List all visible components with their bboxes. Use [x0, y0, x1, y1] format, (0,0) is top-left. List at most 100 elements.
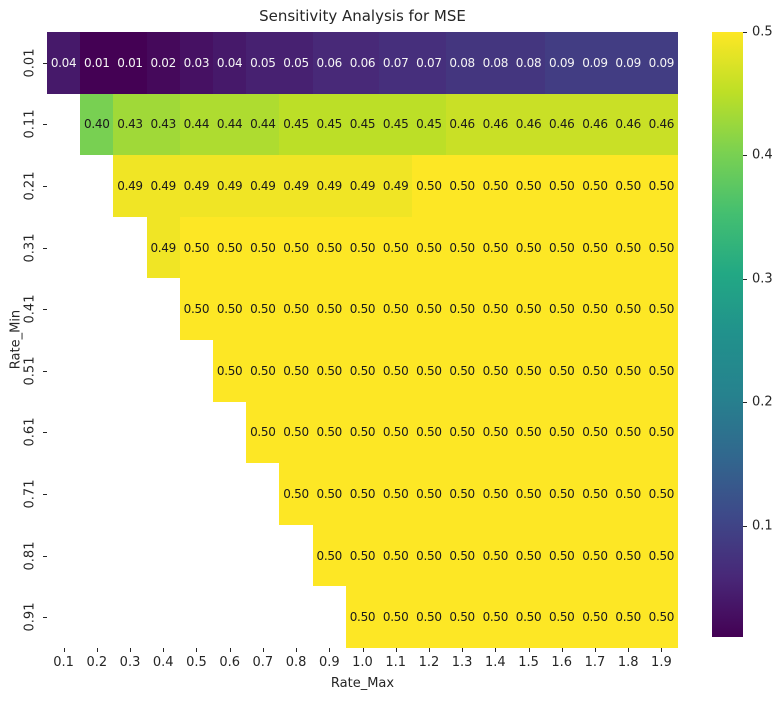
heatmap-cell: 0.50: [213, 216, 247, 279]
x-tick-label: 1.0: [352, 655, 373, 670]
heatmap-cell: 0.50: [478, 155, 512, 217]
x-tick-label: 1.8: [617, 655, 639, 670]
heatmap-cell: 0.50: [279, 401, 313, 464]
heatmap-cell: 0.08: [478, 32, 512, 94]
heatmap-cell: 0.49: [179, 155, 214, 217]
x-axis-label: Rate_Max: [330, 676, 395, 691]
heatmap-cell: 0.46: [478, 93, 512, 156]
heatmap-cell: 0.50: [511, 401, 546, 464]
heatmap-cell: 0.50: [312, 216, 346, 279]
heatmap-cell: 0.50: [345, 216, 380, 279]
heatmap-cell: 0.50: [644, 216, 678, 279]
x-tick-label: 0.4: [152, 655, 174, 670]
heatmap-cell: 0.50: [345, 278, 380, 340]
heatmap-cell: 0.50: [644, 278, 678, 340]
heatmap-cell: 0.03: [179, 32, 214, 94]
heatmap-cell: 0.50: [179, 216, 214, 279]
heatmap-cell: 0.50: [345, 463, 380, 525]
x-tick-label: 0.8: [285, 655, 307, 670]
axis-tick-mark: [43, 309, 47, 311]
heatmap-cell: 0.50: [412, 463, 446, 525]
heatmap-cell: 0.50: [279, 278, 313, 340]
heatmap-cell: 0.50: [478, 401, 512, 464]
x-tick-label: 1.9: [651, 655, 672, 670]
heatmap-cell: 0.09: [644, 32, 678, 94]
heatmap-cell: 0.50: [545, 216, 579, 279]
heatmap-cell: 0.44: [246, 93, 280, 156]
heatmap-cell: 0.50: [445, 524, 479, 587]
x-tick-label: 1.1: [385, 655, 407, 670]
heatmap-cell: 0.50: [611, 463, 645, 525]
heatmap-cell: 0.07: [379, 32, 413, 94]
axis-tick-mark: [362, 648, 364, 652]
axis-tick-mark: [262, 648, 264, 652]
heatmap-cell: 0.46: [545, 93, 579, 156]
heatmap-cell: 0.50: [279, 340, 313, 402]
colorbar-tick-label: 0.2: [752, 394, 773, 410]
axis-tick-mark: [743, 525, 747, 527]
heatmap-cell: 0.50: [412, 278, 446, 340]
colorbar: [712, 32, 743, 637]
x-tick-label: 1.3: [451, 655, 473, 670]
heatmap-cell: 0.50: [578, 216, 612, 279]
heatmap-cell: 0.50: [611, 155, 645, 217]
heatmap-cell: 0.50: [511, 340, 546, 402]
heatmap-cell: 0.50: [545, 278, 579, 340]
heatmap-cell: 0.50: [412, 401, 446, 464]
heatmap-cell: 0.49: [312, 155, 346, 217]
heatmap-cell: 0.50: [478, 216, 512, 279]
heatmap-cell: 0.50: [412, 586, 446, 648]
chart-title: Sensitivity Analysis for MSE: [259, 7, 466, 25]
heatmap-cell: 0.45: [379, 93, 413, 156]
heatmap-cell: 0.06: [312, 32, 346, 94]
axis-tick-mark: [43, 124, 47, 126]
heatmap-cell: 0.05: [279, 32, 313, 94]
heatmap-cell: 0.50: [478, 340, 512, 402]
heatmap-cell: 0.05: [246, 32, 280, 94]
heatmap-cell: 0.50: [279, 216, 313, 279]
heatmap-cell: 0.04: [47, 32, 81, 94]
axis-tick-mark: [229, 648, 231, 652]
y-tick-label: 0.51: [22, 356, 38, 386]
axis-tick-mark: [296, 648, 298, 652]
axis-tick-mark: [43, 186, 47, 187]
heatmap-cell: 0.50: [312, 278, 346, 340]
heatmap-cell: 0.50: [445, 401, 479, 464]
heatmap-cell: 0.50: [578, 155, 612, 217]
y-axis-label: Rate_Min: [8, 309, 24, 370]
heatmap-plot: 0.04 0.01 0.01 0.02 0.03 0.04 0.05 0.05 0.06 0.06…: [47, 32, 678, 648]
axis-tick-mark: [594, 648, 596, 652]
heatmap-cell: 0.50: [644, 401, 678, 464]
heatmap-cell: 0.04: [213, 32, 247, 94]
x-tick-label: 0.9: [318, 655, 340, 670]
heatmap-cell: 0.50: [578, 524, 612, 587]
heatmap-cell: 0.50: [445, 216, 479, 279]
heatmap-cell: 0.50: [345, 524, 380, 587]
heatmap-cell: 0.50: [545, 155, 579, 217]
heatmap-cell: 0.50: [379, 401, 413, 464]
heatmap-cell: 0.45: [412, 93, 446, 156]
x-tick-label: 1.7: [584, 655, 606, 670]
heatmap-cell: 0.50: [312, 340, 346, 402]
y-tick-label: 0.81: [22, 541, 38, 571]
x-tick-label: 0.5: [186, 655, 207, 670]
axis-tick-mark: [395, 648, 397, 652]
heatmap-cell: 0.50: [478, 463, 512, 525]
heatmap-cell: 0.49: [345, 155, 380, 217]
heatmap-cell: 0.50: [545, 463, 579, 525]
heatmap-cell: 0.02: [146, 32, 180, 94]
heatmap-cell: 0.50: [578, 401, 612, 464]
heatmap-cell: 0.50: [445, 340, 479, 402]
heatmap-cell: 0.50: [345, 401, 380, 464]
heatmap-cell: 0.50: [644, 463, 678, 525]
axis-tick-mark: [661, 648, 663, 652]
axis-tick-mark: [43, 494, 47, 495]
colorbar-tick-label: 0.5: [752, 24, 773, 40]
heatmap-cell: 0.50: [312, 401, 346, 464]
heatmap-cell: 0.43: [146, 93, 180, 156]
heatmap-cell: 0.50: [213, 340, 247, 402]
heatmap-cell: 0.45: [345, 93, 380, 156]
heatmap-cell: 0.50: [511, 278, 546, 340]
heatmap-cell: 0.50: [379, 340, 413, 402]
